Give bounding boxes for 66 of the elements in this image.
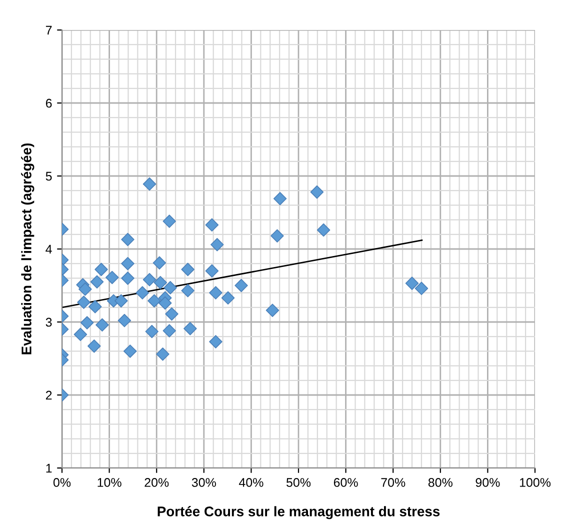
point	[80, 316, 94, 330]
point	[209, 335, 222, 348]
point	[148, 294, 161, 308]
point	[94, 262, 108, 276]
point	[106, 270, 119, 284]
point	[273, 192, 287, 206]
point	[118, 314, 132, 328]
x-tick-label: 90%	[476, 478, 500, 487]
point	[158, 296, 172, 310]
point	[121, 256, 134, 270]
point	[88, 339, 101, 353]
y-tick-label: 4	[46, 244, 52, 254]
point	[210, 238, 224, 252]
point	[405, 276, 419, 290]
y-axis-title: Evaluation de l'impact (agrégée)	[21, 143, 34, 354]
point	[77, 296, 90, 309]
point	[205, 218, 219, 232]
point	[123, 344, 137, 358]
point	[74, 328, 88, 342]
x-tick-label: 0%	[53, 478, 71, 487]
y-tick-label: 6	[46, 98, 52, 108]
point	[310, 185, 324, 199]
x-tick-label: 60%	[334, 478, 358, 487]
point	[152, 256, 166, 270]
point	[209, 286, 222, 300]
point	[181, 262, 194, 276]
point	[184, 322, 197, 336]
x-tick-label: 100%	[520, 478, 551, 487]
point	[142, 273, 156, 286]
point	[181, 284, 194, 298]
y-tick-label: 2	[46, 390, 52, 400]
point	[121, 272, 134, 285]
x-tick-label: 50%	[286, 478, 311, 487]
point	[205, 264, 219, 278]
point	[90, 275, 104, 288]
x-axis-title: Portée Cours sur le management du stress	[158, 506, 440, 520]
point	[221, 291, 235, 305]
y-tick-label: 5	[46, 172, 52, 181]
x-tick-label: 20%	[144, 478, 169, 487]
point	[164, 281, 177, 294]
point	[114, 294, 128, 308]
point	[270, 229, 284, 242]
point	[234, 278, 248, 292]
y-tick-label: 7	[46, 26, 52, 35]
point	[165, 307, 178, 321]
point	[78, 282, 92, 296]
x-tick-label: 30%	[192, 478, 216, 487]
point	[96, 318, 109, 332]
x-tick-label: 40%	[238, 478, 264, 487]
point	[156, 347, 170, 361]
point	[145, 324, 158, 338]
x-tick-label: 70%	[381, 478, 406, 487]
point	[162, 324, 176, 338]
x-tick-label: 10%	[98, 478, 122, 487]
point	[88, 300, 102, 314]
point	[266, 304, 280, 317]
y-tick-label: 1	[46, 464, 52, 473]
point	[316, 223, 330, 237]
point	[121, 232, 134, 246]
x-tick-label: 80%	[428, 478, 452, 487]
point	[154, 276, 168, 290]
point	[414, 282, 428, 296]
point	[136, 286, 150, 300]
point	[162, 214, 176, 228]
y-tick-label: 3	[46, 318, 52, 327]
point	[142, 177, 156, 191]
